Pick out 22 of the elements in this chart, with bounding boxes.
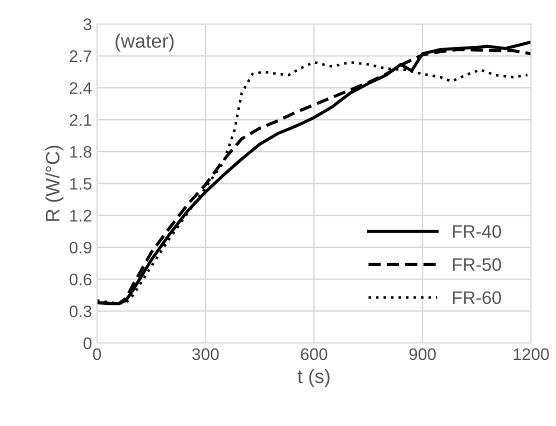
y-tick-label: 1.2	[70, 210, 92, 222]
y-tick-label: 3	[84, 18, 92, 30]
annotation: (water)	[116, 34, 174, 52]
y-tick-label: 2.7	[70, 50, 92, 62]
x-tick-label: 600	[300, 348, 328, 360]
legend-label: FR-50	[453, 258, 502, 271]
x-tick-label: 0	[93, 348, 101, 360]
legend-label: FR-40	[453, 225, 502, 238]
y-axis-title: R (W/°C)	[45, 146, 64, 221]
legend-label: FR-60	[453, 291, 502, 304]
y-tick-label: 2.1	[70, 114, 92, 126]
x-axis-title: t (s)	[298, 368, 330, 388]
y-tick-label: 1.8	[70, 146, 92, 158]
y-tick-label: 0.6	[70, 274, 92, 286]
y-tick-label: 2.4	[70, 82, 92, 94]
x-tick-label: 900	[409, 348, 436, 360]
y-tick-label: 0	[84, 337, 92, 350]
x-tick-label: 300	[192, 348, 219, 360]
y-tick-label: 0.9	[70, 242, 92, 254]
x-tick-label: 1200	[514, 348, 549, 360]
y-tick-label: 1.5	[70, 178, 92, 190]
y-tick-label: 0.3	[70, 306, 92, 318]
